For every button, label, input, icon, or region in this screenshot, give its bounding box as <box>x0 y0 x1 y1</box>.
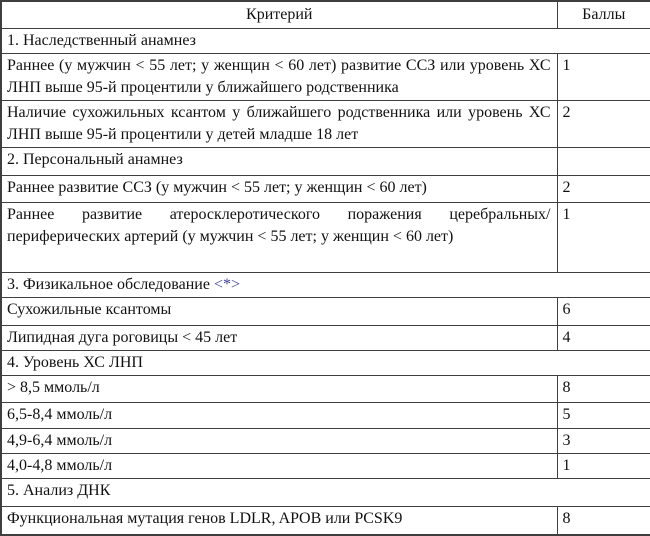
section-title: 2. Персональный анамнез <box>0 147 558 176</box>
header-row: Критерий Баллы <box>0 0 650 29</box>
criterion-row: 4,0-4,8 ммоль/л 1 <box>0 453 650 479</box>
criterion-cell: > 8,5 ммоль/л <box>0 375 558 403</box>
section-row-3: 3. Физикальное обследование <*> <box>0 272 650 298</box>
criterion-row: Раннее развитие атеросклеротического пор… <box>0 202 650 273</box>
section-row-1: 1. Наследственный анамнез <box>0 28 650 54</box>
criterion-row: Функциональная мутация генов LDLR, APOB … <box>0 506 650 535</box>
criterion-row: Липидная дуга роговицы < 45 лет 4 <box>0 325 650 351</box>
criterion-cell: Раннее развитие ССЗ (у мужчин < 55 лет; … <box>0 175 558 203</box>
criterion-cell: Раннее развитие атеросклеротического пор… <box>0 202 558 273</box>
criterion-row: Раннее развитие ССЗ (у мужчин < 55 лет; … <box>0 175 650 203</box>
criterion-row: Наличие сухожильных ксантом у ближайшего… <box>0 100 650 148</box>
points-cell: 5 <box>556 402 650 429</box>
section-row-5: 5. Анализ ДНК <box>0 478 650 507</box>
criterion-cell: 6,5-8,4 ммоль/л <box>0 402 558 429</box>
criterion-row: Сухожильные ксантомы 6 <box>0 297 650 326</box>
section-title: 4. Уровень ХС ЛНП <box>0 350 650 376</box>
points-cell: 8 <box>556 506 650 535</box>
column-header-points: Баллы <box>556 0 650 29</box>
criterion-row: 4,9-6,4 ммоль/л 3 <box>0 428 650 454</box>
footnote-link[interactable]: <*> <box>213 276 240 293</box>
points-cell: 1 <box>556 453 650 479</box>
section-row-2: 2. Персональный анамнез <box>0 147 650 176</box>
points-cell-empty <box>556 147 650 176</box>
points-cell: 2 <box>556 100 650 148</box>
section-title: 5. Анализ ДНК <box>0 478 650 507</box>
criterion-row: 6,5-8,4 ммоль/л 5 <box>0 402 650 429</box>
points-cell: 3 <box>556 428 650 454</box>
criterion-cell: Сухожильные ксантомы <box>0 297 558 326</box>
criterion-cell: Раннее (у мужчин < 55 лет; у женщин < 60… <box>0 53 558 101</box>
column-header-criterion: Критерий <box>0 0 558 29</box>
criterion-cell: Липидная дуга роговицы < 45 лет <box>0 325 558 351</box>
criterion-row: Раннее (у мужчин < 55 лет; у женщин < 60… <box>0 53 650 101</box>
section-title: 3. Физикальное обследование <*> <box>0 272 650 298</box>
points-cell: 4 <box>556 325 650 351</box>
criterion-cell: 4,0-4,8 ммоль/л <box>0 453 558 479</box>
points-cell: 8 <box>556 375 650 403</box>
criterion-row: > 8,5 ммоль/л 8 <box>0 375 650 403</box>
section-title: 1. Наследственный анамнез <box>0 28 650 54</box>
criterion-cell: 4,9-6,4 ммоль/л <box>0 428 558 454</box>
criterion-cell: Наличие сухожильных ксантом у ближайшего… <box>0 100 558 148</box>
points-cell: 1 <box>556 202 650 273</box>
points-cell: 1 <box>556 53 650 101</box>
section-row-4: 4. Уровень ХС ЛНП <box>0 350 650 376</box>
points-cell: 6 <box>556 297 650 326</box>
section-title-text: 3. Физикальное обследование <box>7 276 210 293</box>
points-cell: 2 <box>556 175 650 203</box>
criterion-cell: Функциональная мутация генов LDLR, APOB … <box>0 506 558 535</box>
